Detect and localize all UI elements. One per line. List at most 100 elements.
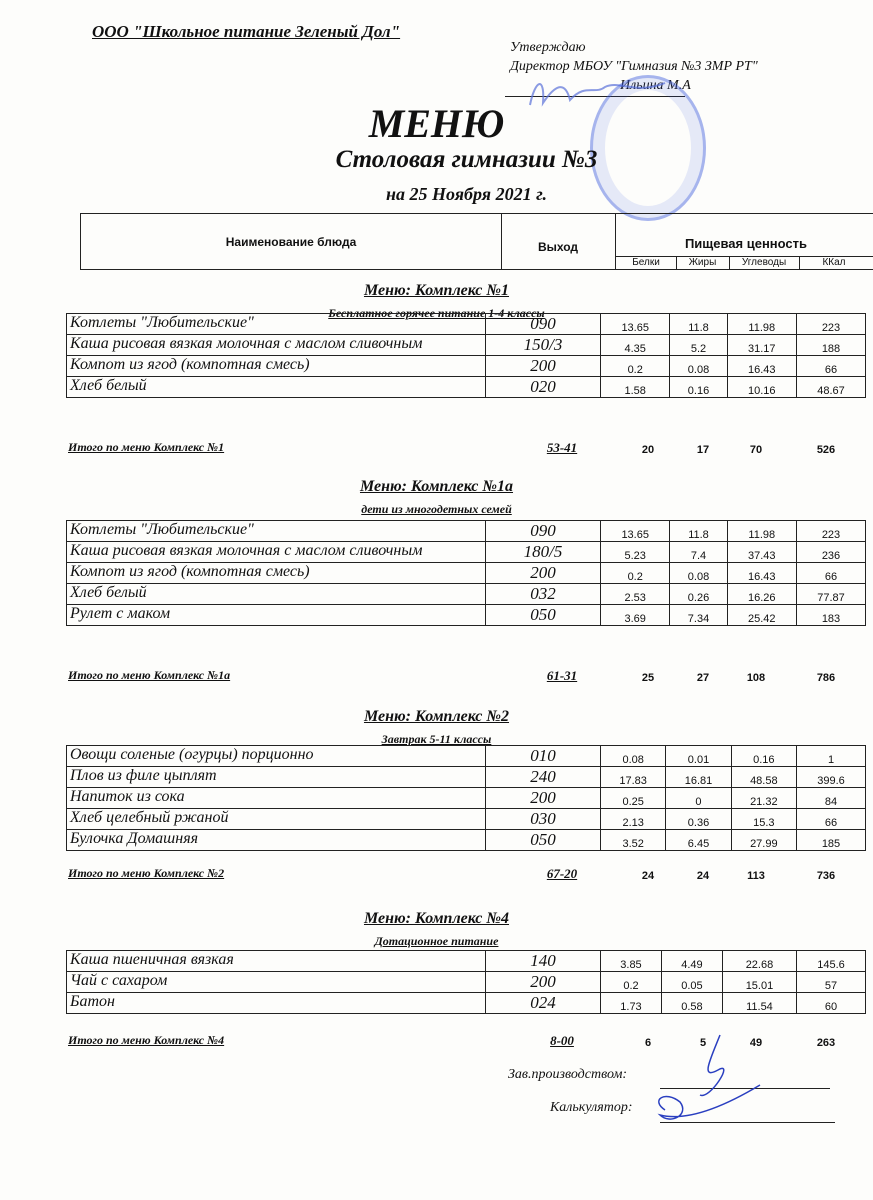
dish-kcal: 399.6 <box>796 766 866 788</box>
dish-row: Хлеб белый 020 1.58 0.16 10.16 48.67 <box>66 376 866 398</box>
dish-kcal: 183 <box>796 604 866 626</box>
dish-carbs: 11.98 <box>726 520 798 542</box>
menu-section: Меню: Комплекс №1а дети из многодетных с… <box>0 478 873 517</box>
header-kcal: ККал <box>822 257 846 268</box>
signature-line <box>505 96 685 97</box>
total-value: 108 <box>746 672 766 684</box>
dish-fats: 11.8 <box>669 313 728 335</box>
dish-output: 180/5 <box>485 541 601 563</box>
total-value: 17 <box>696 444 710 456</box>
approval-line: Утверждаю <box>510 40 586 55</box>
dish-output: 024 <box>485 992 601 1014</box>
total-label: Итого по меню Комплекс №2 <box>68 866 225 880</box>
dish-row: Хлеб белый 032 2.53 0.26 16.26 77.87 <box>66 583 866 605</box>
dish-proteins: 2.53 <box>599 583 671 605</box>
organization-name: ООО "Школьное питание Зеленый Дол" <box>92 22 401 41</box>
dish-name: Котлеты "Любительские" <box>66 313 486 335</box>
total-label: Итого по меню Комплекс №1а <box>68 668 231 682</box>
dish-fats: 0.36 <box>665 808 732 830</box>
dish-carbs: 16.26 <box>726 583 798 605</box>
dish-proteins: 3.69 <box>599 604 671 626</box>
menu-section: Меню: Комплекс №4 Дотационное питание <box>0 910 873 949</box>
dish-table: Котлеты "Любительские" 090 13.65 11.8 11.98 2… <box>66 520 866 626</box>
dish-name: Овощи соленые (огурцы) порционно <box>66 745 486 767</box>
dish-row: Хлеб целебный ржаной 030 2.13 0.36 15.3 66 <box>66 808 866 830</box>
dish-output: 030 <box>485 808 601 830</box>
header-fats: Жиры <box>676 257 730 269</box>
dish-fats: 0.16 <box>669 376 728 398</box>
total-value: 49 <box>749 1037 763 1049</box>
dish-fats: 0.01 <box>665 745 732 767</box>
dish-table: Овощи соленые (огурцы) порционно 010 0.08 0… <box>66 745 866 851</box>
dish-name: Чай с сахаром <box>66 971 486 993</box>
dish-name: Каша пшеничная вязкая <box>66 950 486 972</box>
dish-fats: 6.45 <box>665 829 732 851</box>
menu-section: Меню: Комплекс №2 Завтрак 5-11 классы <box>0 708 873 747</box>
dish-carbs: 37.43 <box>726 541 798 563</box>
total-value: 786 <box>816 672 836 684</box>
dish-fats: 5.2 <box>669 334 728 356</box>
dish-proteins: 0.08 <box>599 745 667 767</box>
dish-fats: 0.08 <box>669 562 728 584</box>
dish-name: Компот из ягод (компотная смесь) <box>66 562 486 584</box>
dish-row: Чай с сахаром 200 0.2 0.05 15.01 57 <box>66 971 866 993</box>
dish-proteins: 17.83 <box>599 766 667 788</box>
dish-output: 200 <box>485 971 601 993</box>
section-title: Меню: Комплекс №4 <box>363 910 510 927</box>
dish-output: 200 <box>485 562 601 584</box>
dish-kcal: 223 <box>796 313 866 335</box>
dish-kcal: 188 <box>796 334 866 356</box>
dish-row: Каша рисовая вязкая молочная с маслом сл… <box>66 541 866 563</box>
dish-row: Рулет с маком 050 3.69 7.34 25.42 183 <box>66 604 866 626</box>
dish-row: Каша пшеничная вязкая 140 3.85 4.49 22.68 145… <box>66 950 866 972</box>
dish-name: Каша рисовая вязкая молочная с маслом сл… <box>66 541 486 563</box>
nutrition-columns: Белки Жиры Углеводы ККал <box>616 256 873 269</box>
dish-carbs: 11.54 <box>721 992 798 1014</box>
section-subtitle: дети из многодетных семей <box>361 502 512 516</box>
section-title: Меню: Комплекс №2 <box>363 708 510 725</box>
dish-carbs: 21.32 <box>730 787 798 809</box>
header-proteins: Белки <box>616 257 677 269</box>
dish-name: Булочка Домашняя <box>66 829 486 851</box>
total-output: 67-20 <box>546 866 578 881</box>
total-value: 20 <box>641 444 655 456</box>
dish-kcal: 60 <box>796 992 866 1014</box>
dish-kcal: 185 <box>796 829 866 851</box>
dish-output: 020 <box>485 376 601 398</box>
dish-carbs: 15.01 <box>721 971 798 993</box>
dish-kcal: 77.87 <box>796 583 866 605</box>
dish-kcal: 66 <box>796 562 866 584</box>
header-nutrition: Пищевая ценность <box>684 236 808 251</box>
dish-row: Булочка Домашняя 050 3.52 6.45 27.99 185 <box>66 829 866 851</box>
dish-fats: 11.8 <box>669 520 728 542</box>
page-title: МЕНЮ <box>368 101 505 146</box>
dish-carbs: 22.68 <box>721 950 798 972</box>
dish-row: Плов из филе цыплят 240 17.83 16.81 48.58 399… <box>66 766 866 788</box>
menu-date: на 25 Ноября 2021 г. <box>386 184 547 204</box>
dish-fats: 7.34 <box>669 604 728 626</box>
dish-name: Компот из ягод (компотная смесь) <box>66 355 486 377</box>
dish-output: 050 <box>485 829 601 851</box>
total-value: 27 <box>696 672 710 684</box>
dish-kcal: 1 <box>796 745 866 767</box>
dish-proteins: 4.35 <box>599 334 671 356</box>
dish-output: 240 <box>485 766 601 788</box>
dish-proteins: 0.25 <box>599 787 667 809</box>
dish-carbs: 10.16 <box>726 376 798 398</box>
total-value: 263 <box>816 1037 836 1049</box>
dish-carbs: 16.43 <box>726 562 798 584</box>
dish-row: Каша рисовая вязкая молочная с маслом сл… <box>66 334 866 356</box>
dish-fats: 0.08 <box>669 355 728 377</box>
table-header: Наименование блюда Выход Пищевая ценност… <box>80 213 873 270</box>
total-value: 113 <box>747 870 765 882</box>
dish-proteins: 2.13 <box>599 808 667 830</box>
dish-carbs: 27.99 <box>730 829 798 851</box>
dish-output: 150/3 <box>485 334 601 356</box>
dish-carbs: 15.3 <box>730 808 798 830</box>
dish-proteins: 3.85 <box>600 950 662 972</box>
dish-row: Компот из ягод (компотная смесь) 200 0.2 0.… <box>66 562 866 584</box>
dish-carbs: 48.58 <box>730 766 798 788</box>
dish-fats: 4.49 <box>660 950 723 972</box>
dish-output: 200 <box>485 787 601 809</box>
